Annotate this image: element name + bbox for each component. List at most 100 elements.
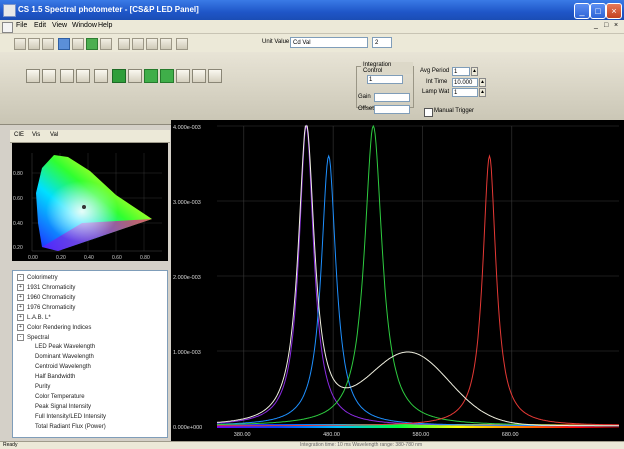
export-icon[interactable] [192, 69, 206, 83]
mdi-minimize-button[interactable]: _ [594, 22, 598, 29]
tab-val[interactable]: Val [50, 132, 59, 138]
cie-xtick-0: 0.00 [28, 255, 38, 261]
cie-ytick-3: 0.20 [13, 245, 23, 251]
int-time-spinner[interactable]: ▲ [479, 78, 486, 87]
app-icon [3, 4, 16, 17]
tree-item[interactable]: Half Bandwidth [35, 374, 76, 380]
manual-trigger-label: Manual Trigger [434, 108, 475, 114]
reference-icon[interactable] [60, 69, 74, 83]
cie-ytick-2: 0.40 [13, 221, 23, 227]
zoom-out-icon[interactable] [132, 38, 144, 50]
avg-period-spinner[interactable]: ▲ [471, 67, 478, 76]
left-panel-tabs: CIE Vis Val [10, 130, 170, 143]
spectrum-icon[interactable] [160, 69, 174, 83]
reset-icon[interactable] [160, 38, 172, 50]
cie-diagram: 0.80 0.60 0.40 0.20 0.00 0.20 0.40 0.60 … [12, 143, 168, 261]
new-icon[interactable] [14, 38, 26, 50]
menu-help[interactable]: Help [98, 22, 113, 29]
tree-item[interactable]: +1960 Chromaticity [17, 294, 75, 301]
tree-item[interactable]: Purity [35, 384, 51, 390]
help-icon[interactable] [176, 38, 188, 50]
cie-xtick-1: 0.20 [56, 255, 66, 261]
tree-item[interactable]: Full Intensity/LED Intensity [35, 414, 107, 420]
document-icon[interactable] [2, 22, 13, 33]
active-mode-icon[interactable] [144, 69, 158, 83]
tree-item[interactable]: - Spectral [17, 334, 49, 341]
zoom-select[interactable]: 2 [372, 37, 392, 48]
x-tick-label: 480.00 [323, 432, 340, 438]
report-icon[interactable] [208, 69, 222, 83]
tab-cie[interactable]: CIE [14, 132, 25, 138]
tab-vis[interactable]: Vis [32, 132, 41, 138]
avg-period-field[interactable]: 1 [452, 67, 470, 76]
spectrum-series-3 [217, 154, 620, 427]
tree-item[interactable]: +1931 Chromaticity [17, 284, 75, 291]
settings-icon[interactable] [100, 38, 112, 50]
manual-trigger-checkbox[interactable] [424, 108, 433, 117]
menu-file[interactable]: File [16, 22, 28, 29]
integration-group: Integration Control 1 [356, 62, 414, 108]
int-time-field[interactable]: 10.000 [452, 78, 478, 87]
status-bar: Ready Integration time: 10 ms Wavelength… [0, 441, 624, 449]
pan-icon[interactable] [146, 38, 158, 50]
integration-group-label: Integration Control [361, 62, 413, 74]
y-tick-label: 2.000e-003 [173, 275, 201, 281]
gain-field[interactable] [374, 93, 410, 102]
tree-item[interactable]: + L.A.B. L* [17, 314, 51, 321]
y-tick-label: 1.000e-003 [173, 350, 201, 356]
zoom-in-icon[interactable] [118, 38, 130, 50]
main-toolbar: Unit Value Cd Val 2 [0, 34, 624, 53]
tree-item[interactable]: + Color Rendering Indices [17, 324, 91, 331]
menu-edit[interactable]: Edit [34, 22, 47, 29]
spectrum-plot[interactable]: 4.000e-003 3.000e-003 2.000e-003 1.000e-003… [171, 120, 624, 441]
cie-xtick-4: 0.80 [140, 255, 150, 261]
lamp-label: Lamp Wat [422, 89, 450, 95]
offset-label: Offset [358, 106, 374, 112]
x-tick-label: 680.00 [502, 432, 519, 438]
print-icon[interactable] [58, 38, 70, 50]
close-button[interactable]: × [606, 3, 622, 19]
left-panel: CIE Vis Val [10, 130, 170, 440]
measure-icon[interactable] [86, 38, 98, 50]
lamp-spinner[interactable]: ▲ [479, 88, 486, 97]
play-icon[interactable] [112, 69, 126, 83]
offset-field[interactable] [374, 105, 410, 114]
tree-item[interactable]: Dominant Wavelength [35, 354, 94, 360]
graph-icon[interactable] [94, 69, 108, 83]
chart-icon[interactable] [176, 69, 190, 83]
minimize-button[interactable]: _ [574, 3, 590, 19]
results-tree: - Colorimetry +1931 Chromaticity +1960 Ch… [12, 270, 168, 438]
y-tick-label: 4.000e-003 [173, 125, 201, 131]
tree-item[interactable]: LED Peak Wavelength [35, 344, 96, 350]
continuous-icon[interactable] [128, 69, 142, 83]
dark-icon[interactable] [42, 69, 56, 83]
lamp-field[interactable]: 1 [452, 88, 478, 97]
tree-item[interactable]: - Colorimetry [17, 274, 58, 281]
status-info: Integration time: 10 ms Wavelength range… [300, 442, 423, 448]
mdi-close-button[interactable]: × [614, 22, 619, 29]
cie-diagram-svg: 0.80 0.60 0.40 0.20 0.00 0.20 0.40 0.60 … [13, 153, 162, 261]
mdi-restore-button[interactable]: □ [604, 22, 609, 29]
open-icon[interactable] [28, 38, 40, 50]
tree-item[interactable]: +1976 Chromaticity [17, 304, 75, 311]
sample-icon[interactable] [26, 69, 40, 83]
y-tick-label: 0.000e+000 [173, 425, 202, 431]
save-icon[interactable] [42, 38, 54, 50]
copy-icon[interactable] [72, 38, 84, 50]
menu-view[interactable]: View [52, 22, 68, 29]
tree-item[interactable]: Total Radiant Flux (Power) [35, 424, 106, 430]
maximize-button[interactable]: □ [590, 3, 606, 19]
unit-select[interactable]: Cd Val [290, 37, 368, 48]
cie-ytick-0: 0.80 [13, 171, 23, 177]
tree-item[interactable]: Peak Signal Intensity [35, 404, 92, 410]
spectrum-chart: 4.000e-003 3.000e-003 2.000e-003 1.000e-003… [173, 124, 620, 438]
calibrate-icon[interactable] [76, 69, 90, 83]
tree-item[interactable]: Color Temperature [35, 394, 85, 400]
tree-item[interactable]: Centroid Wavelength [35, 364, 91, 370]
spectrum-series-4 [216, 125, 619, 427]
cie-xtick-2: 0.40 [84, 255, 94, 261]
menu-window[interactable]: Window [72, 22, 97, 29]
spectrum-series-1 [217, 154, 619, 427]
integration-select[interactable]: 1 [367, 75, 403, 84]
menu-bar: File Edit View Window Help _ □ × [0, 20, 624, 34]
